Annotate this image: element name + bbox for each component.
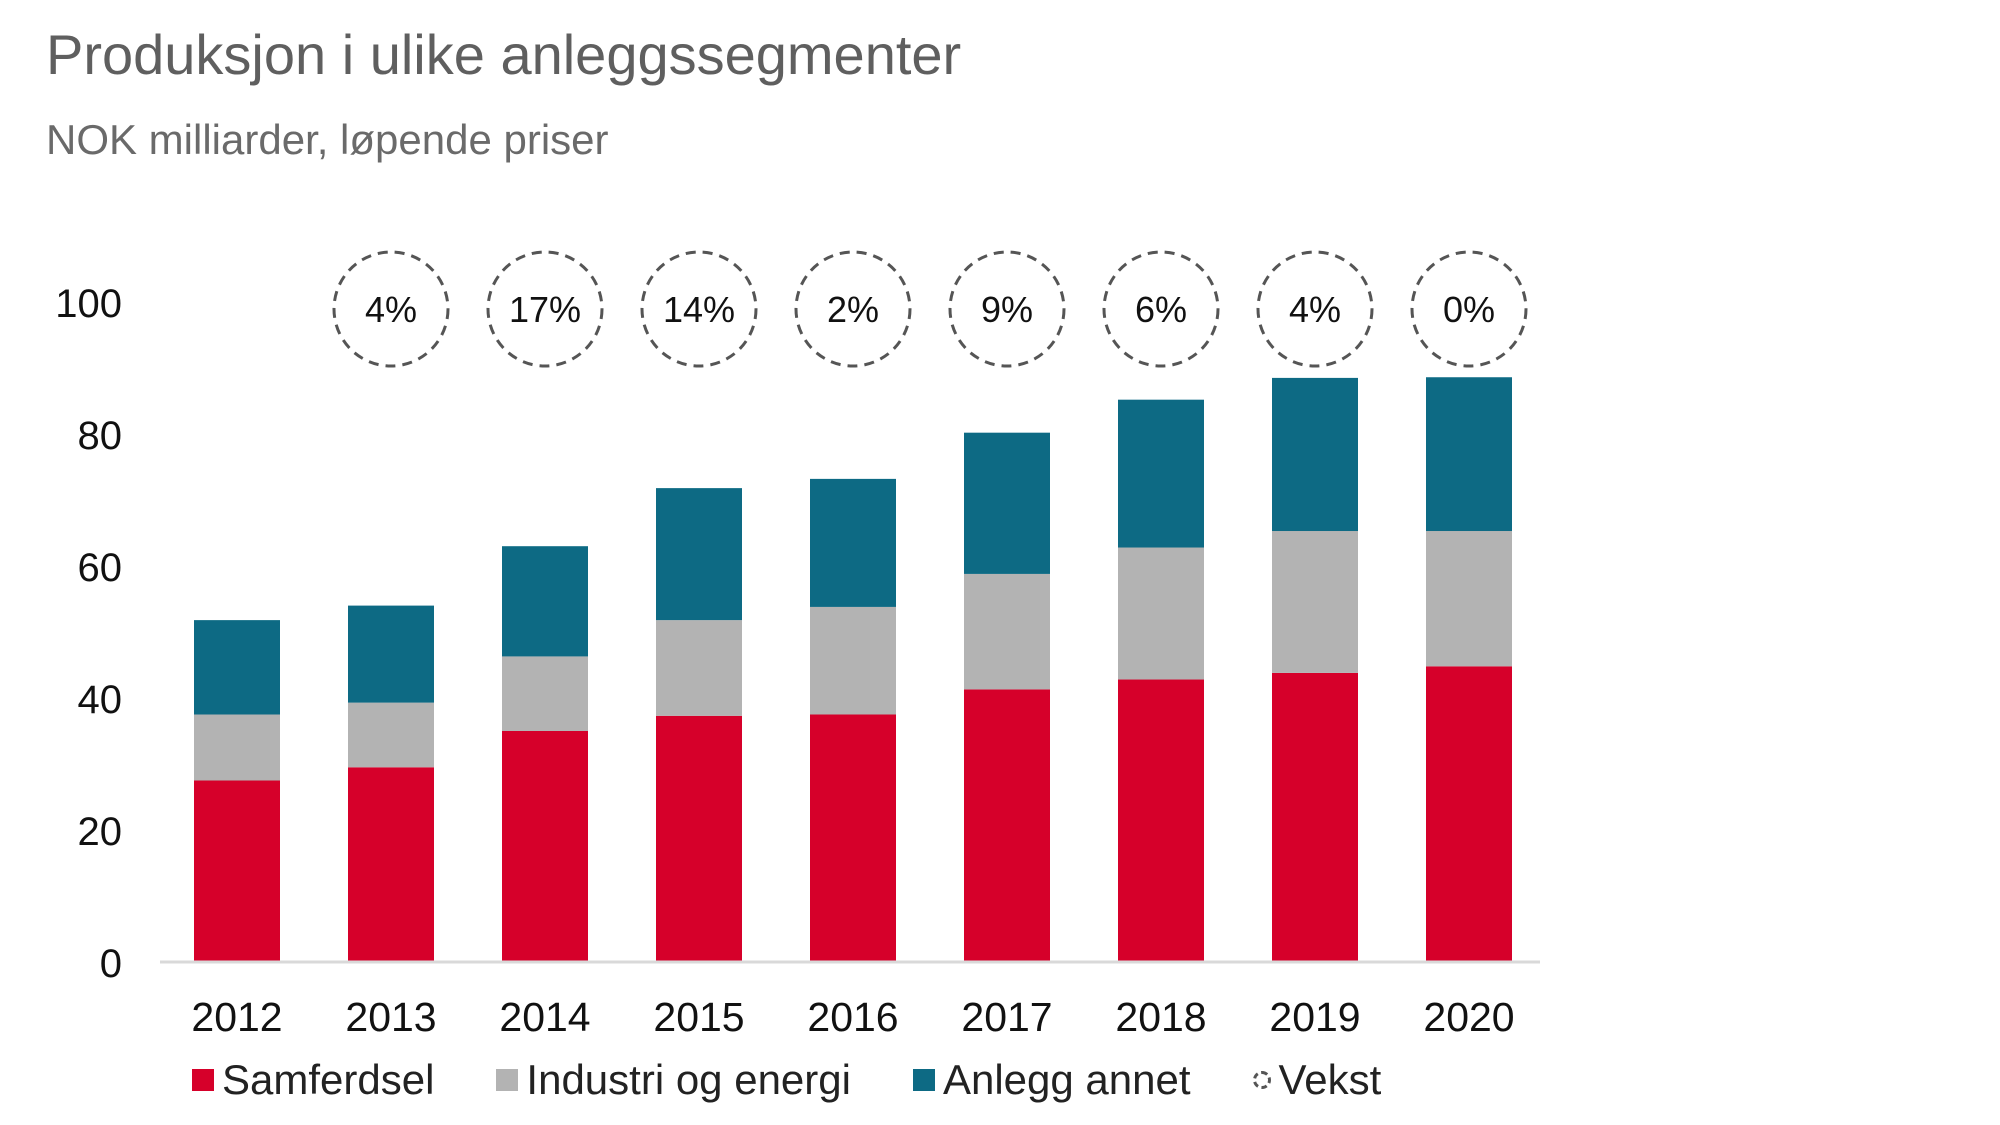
- bar-samferdsel-2012: [194, 780, 280, 962]
- bar-industri-og-energi-2018: [1118, 547, 1204, 680]
- legend-item-samferdsel: Samferdsel: [192, 1056, 434, 1104]
- y-tick-label: 60: [78, 546, 123, 590]
- bar-samferdsel-2019: [1272, 672, 1358, 962]
- y-tick-label: 0: [100, 942, 122, 986]
- legend-label-anlegg-annet: Anlegg annet: [942, 1056, 1191, 1103]
- chart-title: Produksjon i ulike anleggssegmenter: [46, 23, 962, 86]
- bar-samferdsel-2017: [964, 689, 1050, 962]
- y-tick-label: 80: [78, 414, 123, 458]
- growth-label: 6%: [1135, 289, 1187, 330]
- growth-circle: [1102, 250, 1220, 368]
- bar-anlegg-annet-2020: [1426, 377, 1512, 532]
- chart-plot: 0 20 40 60 80 100 2012 2013 4% 2014 17% 2015 14% 2016…: [55, 250, 1540, 1040]
- chart-legend: Samferdsel Industri og energi Anlegg ann…: [192, 1050, 1443, 1110]
- x-tick-label: 2019: [1269, 994, 1360, 1040]
- legend-label-samferdsel: Samferdsel: [222, 1056, 435, 1103]
- legend-swatch-industri: [496, 1069, 519, 1091]
- growth-circle: [1410, 250, 1528, 368]
- legend-label-vekst: Vekst: [1278, 1056, 1382, 1103]
- growth-circle: [794, 250, 912, 368]
- bar-anlegg-annet-2013: [348, 605, 434, 703]
- bar-samferdsel-2016: [810, 714, 896, 962]
- bar-industri-og-energi-2020: [1426, 531, 1512, 667]
- bar-samferdsel-2013: [348, 767, 434, 962]
- bar-anlegg-annet-2014: [502, 546, 588, 657]
- bar-industri-og-energi-2013: [348, 702, 434, 768]
- bar-industri-og-energi-2012: [194, 714, 280, 781]
- growth-circle: [486, 250, 604, 368]
- x-tick-label: 2017: [961, 994, 1052, 1040]
- growth-label: 2%: [827, 289, 879, 330]
- bar-industri-og-energi-2019: [1272, 531, 1358, 673]
- growth-label: 0%: [1443, 289, 1495, 330]
- bar-industri-og-energi-2016: [810, 606, 896, 715]
- legend-swatch-anlegg-annet: [912, 1069, 935, 1091]
- bar-samferdsel-2014: [502, 731, 588, 962]
- bar-samferdsel-2020: [1426, 666, 1512, 962]
- growth-circle: [948, 250, 1066, 368]
- x-tick-label: 2018: [1115, 994, 1206, 1040]
- growth-label: 17%: [509, 289, 581, 330]
- growth-label: 9%: [981, 289, 1033, 330]
- y-tick-label: 20: [78, 810, 123, 854]
- x-tick-label: 2016: [807, 994, 898, 1040]
- bar-samferdsel-2015: [656, 715, 742, 962]
- bar-anlegg-annet-2015: [656, 488, 742, 621]
- x-tick-label: 2012: [191, 994, 282, 1040]
- bar-anlegg-annet-2019: [1272, 377, 1358, 532]
- bar-samferdsel-2018: [1118, 679, 1204, 962]
- y-tick-label: 100: [55, 282, 122, 326]
- bar-anlegg-annet-2016: [810, 478, 896, 607]
- legend-item-anlegg-annet: Anlegg annet: [912, 1056, 1191, 1104]
- growth-label: 4%: [365, 289, 417, 330]
- bar-anlegg-annet-2017: [964, 432, 1050, 574]
- legend-label-industri: Industri og energi: [526, 1056, 851, 1103]
- legend-item-vekst: Vekst: [1252, 1056, 1382, 1104]
- legend-ring-icon: [1252, 1071, 1271, 1089]
- legend-item-industri: Industri og energi: [496, 1056, 851, 1104]
- growth-circle: [1256, 250, 1374, 368]
- growth-label: 14%: [663, 289, 735, 330]
- y-tick-label: 40: [78, 678, 123, 722]
- chart-subtitle: NOK milliarder, løpende priser: [46, 116, 609, 163]
- bar-industri-og-energi-2015: [656, 620, 742, 716]
- legend-swatch-samferdsel: [192, 1069, 214, 1091]
- growth-circle: [640, 250, 758, 368]
- x-tick-label: 2020: [1423, 994, 1514, 1040]
- x-tick-label: 2013: [345, 994, 436, 1040]
- x-tick-label: 2015: [653, 994, 744, 1040]
- bar-industri-og-energi-2014: [502, 656, 588, 731]
- growth-circle: [332, 250, 450, 368]
- growth-label: 4%: [1289, 289, 1341, 330]
- bar-industri-og-energi-2017: [964, 573, 1050, 690]
- bar-anlegg-annet-2012: [194, 620, 280, 715]
- bar-anlegg-annet-2018: [1118, 399, 1204, 548]
- x-tick-label: 2014: [499, 994, 590, 1040]
